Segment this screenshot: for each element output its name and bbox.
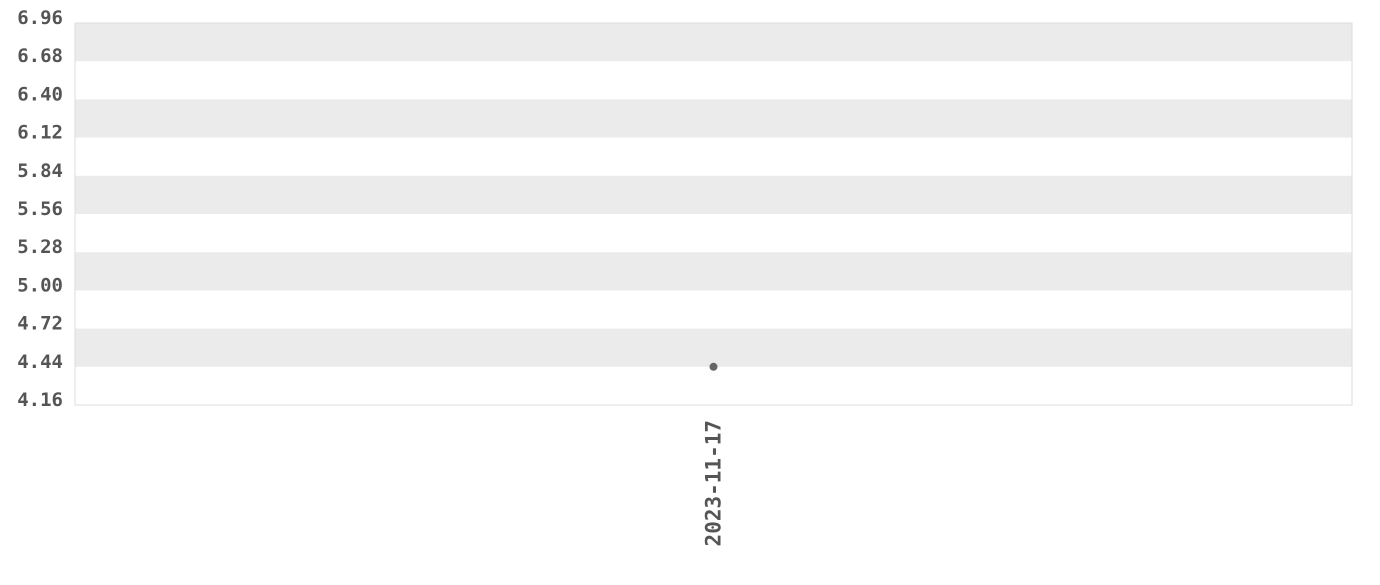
grid-band xyxy=(75,328,1352,367)
y-tick-label: 4.16 xyxy=(17,389,63,411)
grid-bands xyxy=(75,23,1352,367)
y-tick-label: 6.12 xyxy=(17,122,63,144)
x-axis: 2023-11-17 xyxy=(702,420,726,546)
y-axis: 6.96 6.68 6.40 6.12 5.84 5.56 5.28 5.00 4.72 4.44… xyxy=(17,7,63,411)
y-tick-label: 4.72 xyxy=(17,313,63,335)
grid-band xyxy=(75,99,1352,138)
y-tick-label: 6.40 xyxy=(17,83,63,105)
data-points xyxy=(709,362,718,371)
y-tick-label: 5.28 xyxy=(17,236,63,258)
y-tick-label: 5.84 xyxy=(17,160,63,182)
grid-band xyxy=(75,175,1352,214)
y-tick-label: 6.96 xyxy=(17,7,63,29)
y-tick-label: 4.44 xyxy=(17,351,63,373)
grid-band xyxy=(75,23,1352,62)
y-tick-label: 5.56 xyxy=(17,198,63,220)
x-tick-label: 2023-11-17 xyxy=(702,420,726,546)
y-tick-label: 6.68 xyxy=(17,45,63,67)
data-point xyxy=(709,362,718,371)
grid-band xyxy=(75,252,1352,291)
y-tick-label: 5.00 xyxy=(17,274,63,296)
plot-frame xyxy=(74,22,1353,406)
